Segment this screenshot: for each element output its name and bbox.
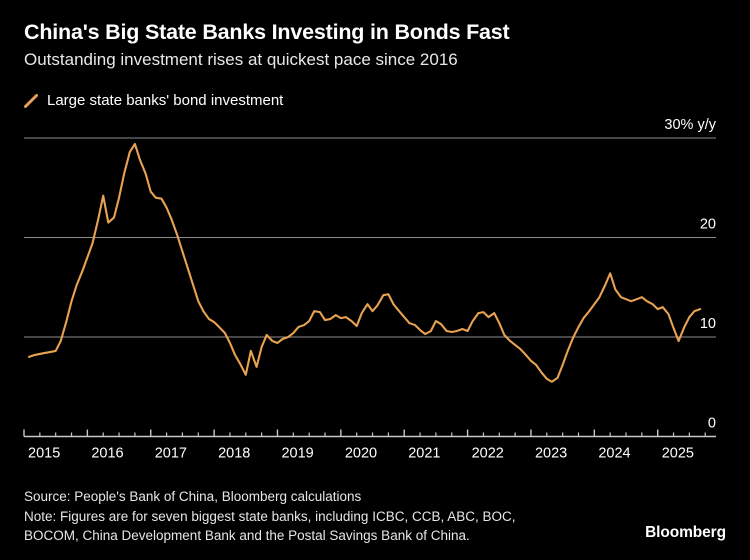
x-tick-label-2024: 2024 xyxy=(598,446,630,462)
bloomberg-logo: Bloomberg xyxy=(645,524,726,541)
x-tick-label-2022: 2022 xyxy=(472,446,504,462)
page-subtitle: Outstanding investment rises at quickest… xyxy=(24,49,458,69)
series-line-large-state-banks xyxy=(28,142,702,383)
y-axis-labels: 30% y/y 20 10 0 xyxy=(664,117,716,432)
x-axis-ticks xyxy=(23,429,706,437)
chart-legend: Large state banks' bond investment xyxy=(24,92,283,109)
gridlines xyxy=(24,137,716,338)
page-title: China's Big State Banks Investing in Bon… xyxy=(24,20,510,44)
x-tick-label-2021: 2021 xyxy=(408,446,440,462)
chart-header: China's Big State Banks Investing in Bon… xyxy=(24,20,724,70)
x-tick-label-2025: 2025 xyxy=(662,446,694,462)
x-tick-label-2019: 2019 xyxy=(281,446,313,462)
line-segment-icon xyxy=(24,93,38,108)
y-tick-label-10: 10 xyxy=(700,316,716,332)
series-group xyxy=(28,142,702,383)
x-tick-label-2015: 2015 xyxy=(28,446,60,462)
note-line-2: BOCOM, China Development Bank and the Po… xyxy=(24,528,470,544)
x-axis-labels: 2015 2016 2017 2018 2019 2020 2021 2022 2023 2024… xyxy=(28,446,694,462)
y-tick-label-30: 30% y/y xyxy=(664,117,716,133)
source-line: Source: People's Bank of China, Bloomber… xyxy=(24,489,362,504)
x-tick-label-2023: 2023 xyxy=(535,446,567,462)
x-tick-label-2020: 2020 xyxy=(345,446,377,462)
legend-item-label: Large state banks' bond investment xyxy=(47,92,284,109)
chart-footer: Source: People's Bank of China, Bloomber… xyxy=(24,487,724,546)
x-tick-label-2017: 2017 xyxy=(155,446,187,462)
x-tick-label-2016: 2016 xyxy=(91,446,123,462)
y-tick-label-20: 20 xyxy=(700,217,716,233)
note-line-1: Note: Figures are for seven biggest stat… xyxy=(24,508,516,524)
y-tick-label-0: 0 xyxy=(708,416,716,432)
x-tick-label-2018: 2018 xyxy=(218,446,250,462)
